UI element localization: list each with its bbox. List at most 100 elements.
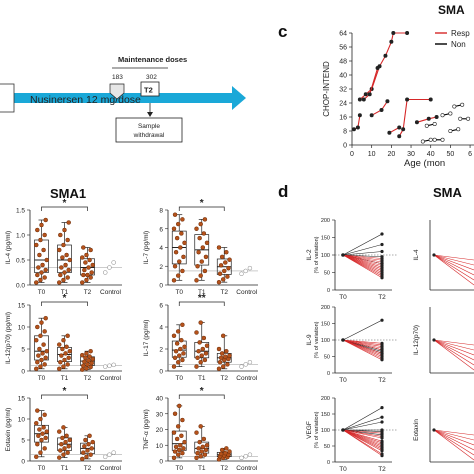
c-data-point [426, 116, 431, 121]
b-data-point [84, 351, 89, 356]
b-data-point [182, 344, 187, 350]
b-data-point [178, 245, 183, 250]
b-data-point [204, 443, 210, 448]
b-data-point [62, 227, 67, 233]
b-data-point [203, 351, 209, 356]
b-data-point [36, 433, 41, 439]
b-data-point [34, 420, 39, 426]
b-data-point [39, 222, 44, 228]
b-data-point [38, 450, 43, 455]
b-data-point [202, 357, 208, 363]
b-data-point [194, 330, 199, 335]
b-y-axis-title: TNF-α (pg/ml) [143, 409, 150, 450]
b-x-tick-label: T2 [220, 289, 228, 296]
c-y-axis-title: CHOP-INTEND [322, 61, 331, 117]
d-nonresponder-line [342, 407, 383, 431]
b-data-point [64, 344, 69, 350]
b-y-tick-label: 40 [156, 396, 164, 403]
b-data-point [38, 364, 43, 369]
d-data-point [380, 454, 384, 458]
d-cropped-y-axis-title: Eotaxin [413, 419, 420, 441]
b-data-point [36, 265, 41, 270]
b-data-point [65, 333, 70, 339]
b-data-point [85, 448, 90, 453]
b-data-point [34, 454, 39, 460]
b-y-axis-title: IL-17 (pg/ml) [143, 320, 150, 357]
b-data-point [82, 267, 87, 273]
c-data-point [414, 120, 419, 125]
b-data-point [58, 232, 63, 238]
b-x-tick-label: Control [100, 465, 122, 472]
panel-c-chart: 0 8 16 24 32 40 48 56 64 0 10 20 30 40 50 6 CHOP-INTEND A… [322, 29, 474, 169]
b-data-point [174, 436, 180, 442]
b-significance-bracket [41, 206, 88, 211]
b-data-point [89, 446, 94, 451]
d-responder-line [342, 429, 383, 439]
b-data-point [179, 231, 184, 236]
b-data-point [42, 232, 47, 238]
b-data-point [175, 424, 181, 429]
d-responder-line [342, 254, 383, 279]
c-y-tick-label: 56 [339, 45, 347, 52]
b-y-tick-label: 15 [18, 303, 26, 310]
c-data-point [387, 130, 392, 135]
b-data-point [174, 341, 180, 346]
b-data-point [59, 441, 64, 447]
c-x-tick-label: 6 [468, 151, 472, 158]
b-significance-bracket [178, 301, 225, 306]
c-data-point [460, 102, 465, 107]
b-data-point [182, 240, 187, 246]
b-data-point [177, 403, 182, 409]
b-data-point [88, 452, 93, 457]
timeline-arrowhead [232, 86, 246, 110]
d-y-tick-label: 50 [324, 444, 330, 450]
sample-arrow-head [147, 112, 153, 117]
b-data-point [36, 353, 41, 358]
b-data-point [194, 278, 199, 283]
d-baseline-point [341, 338, 345, 342]
b-significance-label: * [200, 386, 204, 397]
d-y-tick-label: 150 [321, 236, 330, 242]
b-significance-bracket [41, 394, 88, 399]
b-data-point [59, 265, 64, 270]
d-y-tick-label: 50 [324, 355, 330, 361]
b-data-point [88, 275, 93, 280]
b-data-point [194, 364, 199, 369]
b-data-point [225, 362, 230, 367]
d-cropped-responder-line [433, 429, 474, 461]
b-data-point [204, 343, 210, 348]
c-y-tick-label: 40 [339, 73, 347, 80]
b-significance-label: * [63, 198, 67, 209]
b-data-point [43, 217, 48, 223]
b-data-point [34, 242, 39, 248]
b-data-point [38, 416, 43, 422]
d-nonresponder-line [342, 244, 383, 256]
d-y-axis-title: IL-9 [306, 334, 313, 346]
d-y-tick-label: 100 [321, 253, 330, 259]
b-data-point [227, 449, 232, 454]
c-data-point [361, 97, 366, 102]
day-302-label: 302 [146, 74, 157, 81]
b-data-point [239, 455, 244, 461]
c-data-point [466, 116, 471, 121]
b-x-tick-label: T2 [220, 375, 228, 382]
c-data-point [383, 53, 388, 58]
c-x-tick-label: 20 [387, 151, 395, 158]
c-x-tick-label: 30 [407, 151, 415, 158]
c-data-point [379, 108, 384, 113]
d-x-tick-label: T2 [378, 377, 386, 384]
b-y-tick-label: 4 [159, 245, 163, 252]
b-data-point [200, 346, 206, 352]
b-data-point [81, 272, 86, 278]
b-data-point [216, 279, 222, 285]
b-y-tick-label: 4 [159, 325, 163, 332]
b-data-point [80, 367, 85, 372]
b-data-point [57, 366, 62, 372]
b-data-point [177, 353, 182, 358]
c-data-point [448, 111, 453, 116]
b-x-tick-label: T2 [84, 465, 92, 472]
b-data-point [61, 337, 66, 343]
b-data-point [216, 366, 222, 372]
b-data-point [37, 427, 42, 432]
